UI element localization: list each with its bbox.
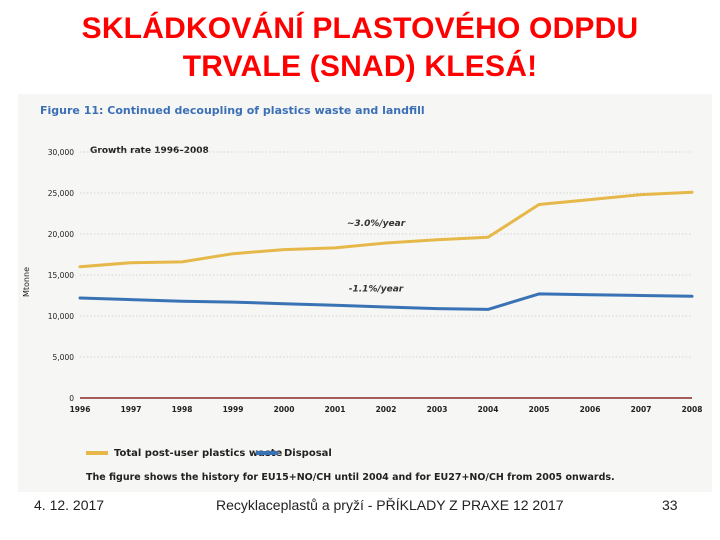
data-point-disposal — [435, 307, 439, 310]
series-line-waste — [78, 190, 694, 269]
figure-title: Figure 11: Continued decoupling of plast… — [40, 104, 425, 117]
data-point-waste — [231, 252, 235, 255]
data-point-disposal — [588, 293, 592, 296]
data-point-disposal — [384, 305, 388, 309]
data-point-disposal — [486, 308, 490, 311]
x-tick-label: 1999 — [223, 405, 244, 414]
x-tick-label: 2002 — [376, 405, 397, 414]
line-chart: Figure 11: Continued decoupling of plast… — [22, 104, 703, 483]
x-tick-label: 1997 — [121, 405, 142, 414]
data-point-disposal — [282, 302, 286, 305]
x-tick-label: 1996 — [70, 405, 91, 414]
slide-title: SKLÁDKOVÁNÍ PLASTOVÉHO ODPDU TRVALE (SNA… — [0, 10, 720, 86]
data-point-waste — [78, 265, 82, 268]
y-axis-label: Mtonne — [22, 267, 31, 297]
page-number: 33 — [662, 497, 678, 513]
y-tick-label: 20,000 — [48, 230, 74, 239]
data-point-disposal — [231, 300, 235, 304]
data-point-waste — [435, 238, 439, 241]
footer-title: Recyklaceplastů a pryží - PŘÍKLADY Z PRA… — [216, 497, 564, 513]
legend-label-disposal: Disposal — [284, 448, 332, 459]
x-tick-label: 1998 — [172, 405, 193, 414]
data-point-waste — [690, 190, 694, 194]
y-tick-label: 10,000 — [48, 312, 74, 321]
data-point-disposal — [333, 304, 337, 307]
data-point-waste — [537, 203, 541, 206]
data-point-waste — [129, 261, 133, 264]
data-point-disposal — [180, 300, 184, 303]
x-tick-label: 2006 — [580, 405, 601, 414]
data-point-disposal — [690, 295, 694, 298]
x-tick-label: 2005 — [529, 405, 550, 414]
gridlines — [80, 151, 692, 399]
data-point-waste — [180, 260, 184, 264]
figure-panel: Figure 11: Continued decoupling of plast… — [18, 94, 712, 492]
x-tick-label: 2003 — [427, 405, 448, 414]
series-lines — [78, 190, 694, 311]
data-point-waste — [588, 198, 592, 201]
annotation-disposal-growth: -1.1%/year — [349, 284, 404, 294]
y-tick-label: 5,000 — [53, 353, 75, 362]
data-point-waste — [282, 248, 286, 251]
data-point-waste — [486, 236, 490, 239]
data-point-waste — [639, 193, 643, 196]
chart-subtitle: Growth rate 1996–2008 — [90, 146, 209, 156]
x-tick-label: 2007 — [631, 405, 652, 414]
y-tick-label: 25,000 — [48, 189, 74, 198]
y-tick-label: 0 — [69, 394, 74, 403]
annotation-waste-growth: ~3.0%/year — [347, 219, 406, 229]
x-tick-label: 2000 — [274, 405, 295, 414]
footer-date: 4. 12. 2017 — [34, 497, 105, 513]
data-point-disposal — [639, 294, 643, 297]
legend-swatch-disposal — [256, 451, 278, 455]
slide-title-line-2: TRVALE (SNAD) KLESÁ! — [182, 50, 538, 83]
data-point-waste — [333, 246, 337, 250]
x-tick-label: 2004 — [478, 405, 499, 414]
legend-swatch-waste — [86, 451, 108, 455]
x-tick-label: 2001 — [325, 405, 346, 414]
data-point-disposal — [537, 292, 541, 296]
series-annotations: ~3.0%/year -1.1%/year — [347, 219, 406, 295]
data-point-waste — [384, 241, 388, 245]
slide-title-line-1: SKLÁDKOVÁNÍ PLASTOVÉHO ODPDU — [81, 12, 639, 45]
data-point-disposal — [129, 298, 133, 301]
y-tick-label: 30,000 — [48, 148, 74, 157]
legend: Total post-user plastics waste Disposal — [86, 448, 332, 459]
data-point-disposal — [78, 296, 82, 300]
y-tick-labels: 30,000 25,000 20,000 15,000 10,000 5,000 0 — [48, 148, 74, 403]
legend-label-waste: Total post-user plastics waste — [114, 448, 283, 459]
y-tick-label: 15,000 — [48, 271, 74, 280]
x-tick-label: 2008 — [682, 405, 703, 414]
x-tick-labels: 1996 1997 1998 1999 2000 2001 2002 2003 2004 2005… — [70, 405, 703, 414]
figure-note: The figure shows the history for EU15+NO… — [86, 472, 615, 483]
